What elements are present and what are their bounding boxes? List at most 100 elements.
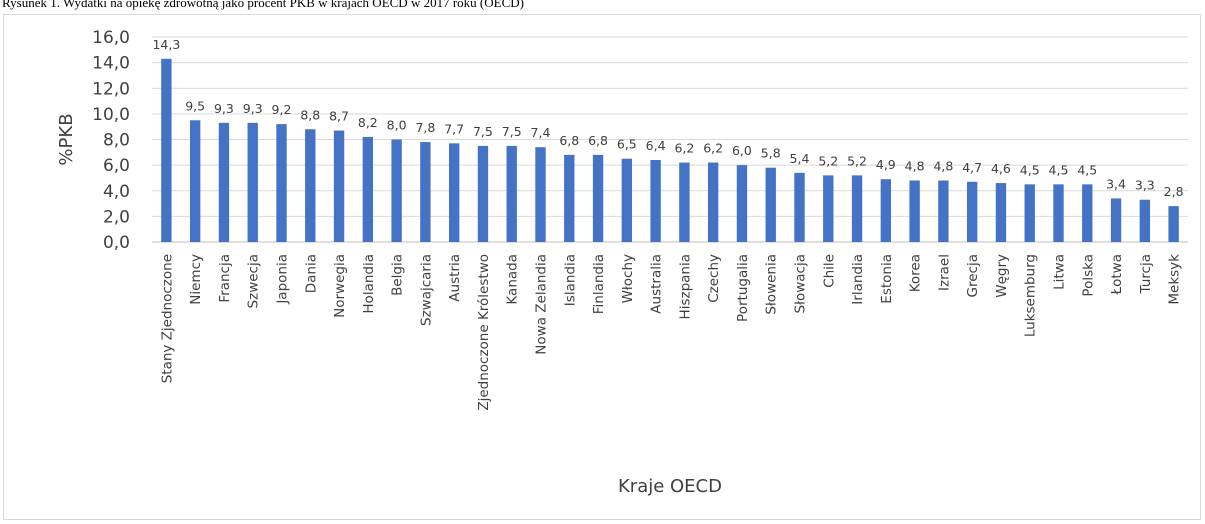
data-label: 4,5 — [1049, 162, 1069, 177]
bar — [1082, 184, 1093, 242]
category-label: Stany Zjednoczone — [159, 254, 175, 383]
bar — [333, 130, 345, 242]
category-label: Litwa — [1052, 254, 1068, 290]
bar — [592, 154, 604, 242]
data-label: 14,3 — [152, 37, 180, 52]
bar — [305, 129, 316, 242]
bar — [477, 145, 489, 242]
bar — [966, 181, 978, 242]
category-label: Łotwa — [1109, 254, 1125, 295]
data-label: 9,5 — [185, 98, 205, 113]
data-label: 9,2 — [272, 102, 292, 117]
y-tick-label: 10,0 — [92, 105, 130, 125]
bar — [1110, 198, 1122, 242]
data-label: 7,4 — [531, 125, 551, 140]
bar — [938, 180, 949, 242]
category-label: Meksyk — [1167, 254, 1183, 305]
data-label: 3,4 — [1106, 176, 1126, 191]
data-label: 5,4 — [790, 151, 810, 166]
bar — [506, 145, 517, 242]
bar — [448, 143, 460, 242]
data-label: 7,5 — [473, 124, 493, 139]
bar — [736, 165, 748, 242]
data-label: 4,8 — [905, 159, 925, 174]
y-tick-label: 0,0 — [103, 233, 130, 253]
data-label: 6,2 — [674, 141, 694, 156]
category-label: Korea — [908, 254, 924, 292]
data-label: 4,5 — [1020, 162, 1040, 177]
data-label: 9,3 — [214, 101, 234, 116]
data-label: 2,8 — [1164, 184, 1184, 199]
data-label: 6,8 — [559, 133, 579, 148]
bar — [535, 147, 546, 242]
category-label: Węgry — [994, 254, 1010, 298]
data-label: 7,5 — [502, 124, 522, 139]
bar — [276, 124, 287, 242]
bar — [650, 160, 661, 242]
chart-area — [3, 14, 1201, 520]
data-labels: 14,3 9,5 9,3 9,3 9,2 8,8 8,7 8,2 8,0 7,8 7,7 7,5 7,5… — [152, 37, 1183, 199]
category-label: Irlandia — [850, 254, 866, 305]
data-label: 7,8 — [415, 120, 435, 135]
bar — [362, 136, 374, 242]
bar — [794, 172, 805, 242]
category-label: Czechy — [706, 254, 722, 303]
data-label: 8,0 — [387, 118, 407, 133]
data-label: 6,5 — [617, 137, 637, 152]
y-tick-label: 14,0 — [92, 54, 130, 74]
y-axis-title: %PKB — [56, 113, 77, 165]
data-label: 6,4 — [646, 138, 666, 153]
category-label: Grecja — [965, 254, 981, 297]
x-axis-title: Kraje OECD — [618, 476, 722, 497]
data-label: 4,7 — [962, 160, 982, 175]
y-axis-ticks: 0,0 2,0 4,0 6,0 8,0 10,0 12,0 14,0 16,0 — [92, 28, 130, 253]
category-label: Austria — [447, 254, 463, 302]
data-label: 6,0 — [732, 143, 752, 158]
category-label: Dania — [303, 254, 319, 293]
y-tick-label: 16,0 — [92, 28, 130, 48]
category-label: Luksemburg — [1023, 254, 1039, 337]
bar — [247, 122, 258, 242]
category-label: Estonia — [879, 254, 895, 304]
y-tick-label: 6,0 — [103, 156, 130, 176]
bar — [909, 180, 920, 242]
data-label: 8,2 — [358, 115, 378, 130]
bar — [420, 142, 431, 242]
category-label: Australia — [649, 254, 665, 314]
gridlines — [152, 36, 1188, 243]
bar — [1168, 206, 1179, 242]
bar — [1024, 184, 1035, 242]
bar — [765, 167, 776, 242]
data-label: 9,3 — [243, 101, 263, 116]
category-label: Słowacja — [793, 254, 809, 313]
bar — [995, 183, 1007, 242]
x-axis-category-labels: Stany Zjednoczone Niemcy Francja Szwecja Jap… — [159, 254, 1182, 411]
data-label: 5,2 — [847, 153, 867, 168]
data-label: 3,3 — [1135, 178, 1155, 193]
data-label: 6,2 — [703, 141, 723, 156]
category-label: Portugalia — [735, 254, 751, 322]
category-label: Szwecja — [246, 254, 262, 308]
data-label: 4,5 — [1077, 162, 1097, 177]
data-label: 5,2 — [818, 153, 838, 168]
category-label: Islandia — [562, 254, 578, 306]
category-label: Zjednoczone Królestwo — [476, 254, 492, 411]
category-label: Francja — [217, 254, 233, 303]
bar — [189, 120, 201, 242]
bars — [161, 58, 1179, 242]
category-label: Słowenia — [764, 254, 780, 315]
category-label: Izrael — [936, 254, 952, 291]
category-label: Hiszpania — [677, 254, 693, 319]
bar — [218, 122, 230, 242]
category-label: Holandia — [361, 254, 377, 314]
bar — [851, 175, 863, 242]
data-label: 5,8 — [761, 146, 781, 161]
category-label: Belgia — [390, 254, 406, 296]
category-label: Norwegia — [332, 254, 348, 318]
bar — [707, 162, 719, 242]
category-label: Turcja — [1138, 254, 1154, 294]
bar — [880, 179, 892, 242]
category-label: Nowa Zelandia — [534, 254, 550, 355]
category-label: Szwajcaria — [418, 254, 434, 326]
